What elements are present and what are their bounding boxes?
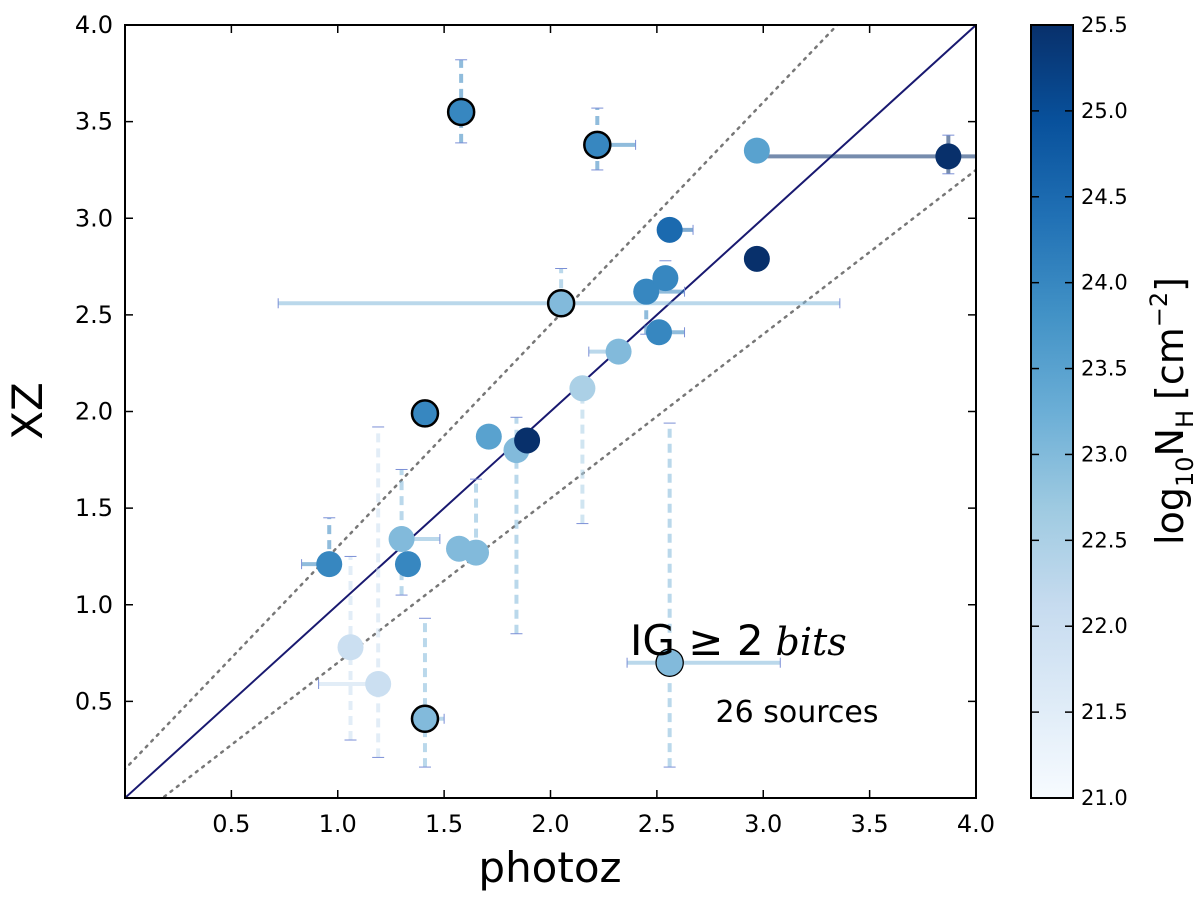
x-tick-label: 1.5 <box>425 810 463 838</box>
x-tick-label: 4.0 <box>957 810 995 838</box>
data-point <box>583 130 612 160</box>
info-gain-threshold: IG ≥ 2 <box>630 616 764 665</box>
colorbar-tick-label: 24.5 <box>1081 185 1128 209</box>
data-point <box>388 526 415 553</box>
x-tick-label: 2.0 <box>531 810 569 838</box>
y-tick-label: 1.5 <box>75 494 113 522</box>
colorbar-tick-label: 22.5 <box>1081 528 1128 552</box>
data-point <box>605 338 632 365</box>
data-point <box>656 216 683 243</box>
colorbar-tick-label: 25.0 <box>1081 99 1128 123</box>
x-tick-label: 3.0 <box>744 810 782 838</box>
x-tick-label: 3.5 <box>851 810 889 838</box>
info-gain-annotation: IG ≥ 2 bits <box>630 616 847 665</box>
info-gain-unit: bits <box>776 620 847 664</box>
data-point <box>935 143 962 170</box>
colorbar-tick-label: 24.0 <box>1081 271 1128 295</box>
colorbar-frame <box>1030 24 1074 799</box>
data-point <box>569 375 596 402</box>
lower-bound-line <box>160 168 976 798</box>
x-tick-label: 0.5 <box>212 810 250 838</box>
data-point <box>365 670 392 697</box>
data-point <box>475 423 502 450</box>
data-point <box>410 704 440 734</box>
colorbar-tick-label: 23.0 <box>1081 442 1128 466</box>
one-to-one-line <box>125 25 976 798</box>
x-tick-label: 1.0 <box>319 810 357 838</box>
data-point <box>546 289 576 318</box>
colorbar-tick-label: 22.0 <box>1081 614 1128 638</box>
data-point <box>656 649 683 676</box>
colorbar-tick-label: 23.5 <box>1081 357 1128 381</box>
upper-bound-line <box>125 25 839 771</box>
colorbar-tick-label: 25.5 <box>1081 13 1128 37</box>
data-point <box>743 245 770 272</box>
data-point <box>633 278 660 305</box>
colorbar <box>1031 25 1073 798</box>
y-tick-label: 0.5 <box>75 687 113 715</box>
data-point <box>337 634 364 661</box>
data-point <box>514 427 541 454</box>
data-point <box>394 551 421 578</box>
y-axis-ticks: 0.5 1.0 1.5 2.0 2.5 3.0 3.5 4.0 <box>75 11 976 715</box>
x-axis-label: photoz <box>478 843 621 892</box>
x-axis-ticks: 0.5 1.0 1.5 2.0 2.5 3.0 3.5 4.0 <box>212 25 995 838</box>
data-point <box>646 319 673 346</box>
data-point <box>743 137 770 164</box>
data-point <box>463 539 490 566</box>
colorbar-tick-label: 21.0 <box>1081 786 1128 810</box>
source-count: 26 sources <box>716 695 879 730</box>
reference-lines <box>125 25 976 798</box>
y-tick-label: 4.0 <box>75 11 113 39</box>
data-point <box>410 399 440 428</box>
y-tick-label: 3.0 <box>75 204 113 232</box>
colorbar-label: log10NH[cm−2] <box>1145 277 1199 545</box>
data-point <box>652 265 679 292</box>
colorbar-tick-label: 21.5 <box>1081 700 1128 724</box>
data-point <box>446 97 476 127</box>
y-tick-label: 2.5 <box>75 301 113 329</box>
y-axis-label: XZ <box>3 382 52 440</box>
y-tick-label: 1.0 <box>75 591 113 619</box>
colorbar-ticks: 21.0 21.5 22.0 22.5 23.0 23.5 24.0 24.5 25.0 25.5 <box>1031 13 1128 810</box>
y-tick-label: 3.5 <box>75 108 113 136</box>
data-point <box>316 551 343 578</box>
y-tick-label: 2.0 <box>75 398 113 426</box>
x-tick-label: 2.5 <box>638 810 676 838</box>
data-points <box>316 97 962 734</box>
